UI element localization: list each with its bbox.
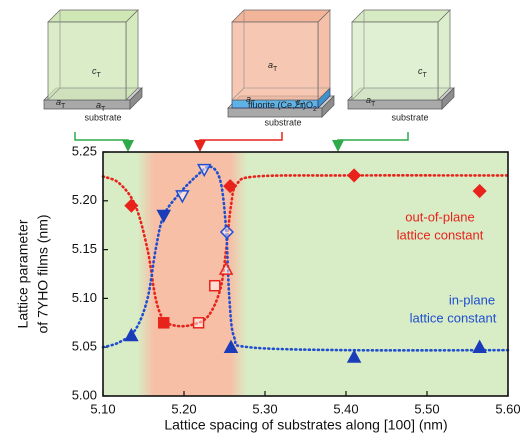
x-tick-label: 5.40 — [333, 401, 358, 416]
schematic-label-sub: T — [101, 106, 106, 113]
schematic-label: aT — [96, 100, 106, 113]
schematic-label-main: a — [96, 100, 101, 110]
schematic-label-main: c — [418, 66, 423, 76]
substrate-side — [441, 87, 455, 110]
schematic-label: aT — [246, 94, 256, 107]
x-tick-label: 5.10 — [90, 401, 115, 416]
schematic-label: cT — [296, 97, 306, 110]
marker — [158, 317, 170, 329]
marker — [223, 179, 238, 194]
marker — [223, 339, 239, 353]
schematic-label-main: c — [296, 97, 301, 107]
y-axis-label: Lattice parameter — [15, 219, 31, 328]
x-tick-label: 5.20 — [171, 401, 196, 416]
marker — [192, 317, 205, 329]
x-tick-label: 5.30 — [252, 401, 277, 416]
schematic-label-sub: T — [61, 103, 66, 110]
marker — [124, 327, 139, 342]
marker — [346, 349, 362, 363]
marker — [218, 261, 234, 275]
schematic-label-sub: T — [273, 66, 278, 73]
y-tick-label: 5.20 — [72, 192, 97, 207]
annotation: out-of-plane — [405, 209, 474, 224]
marker — [219, 224, 234, 240]
schematic-label: aT — [366, 95, 376, 108]
film-front — [351, 21, 439, 101]
y-tick-label: 5.25 — [72, 143, 97, 158]
film-top — [231, 9, 331, 23]
substrate-front — [347, 99, 443, 110]
annotation: lattice constant — [410, 310, 497, 325]
film-edge — [231, 10, 330, 101]
film-front — [47, 21, 127, 101]
plot: 5.10 5.20 5.30 5.40 5.50 5.60 5.00 5.05 5.10 5.15… — [72, 143, 520, 416]
substrate-label: substrate — [391, 112, 428, 122]
schematic-label-main: a — [246, 94, 251, 104]
buffer-label: fluorite (Ce,Zr)O2 — [248, 100, 317, 113]
marker — [124, 198, 139, 213]
schematic-label-sub: T — [97, 72, 102, 79]
schematic-label-main: a — [56, 97, 61, 107]
schematic-label-sub: T — [301, 103, 306, 110]
marker — [347, 168, 362, 183]
y-axis-label: of 7YHO films (nm) — [35, 214, 51, 333]
film-edge — [47, 10, 138, 101]
schematic-label: aT — [268, 60, 278, 73]
schematic-label: aT — [56, 97, 66, 110]
substrate-label: substrate — [84, 112, 121, 122]
film-side — [125, 9, 139, 101]
arrow — [194, 132, 283, 152]
substrate-side — [129, 87, 143, 110]
y-tick-label: 5.05 — [72, 339, 97, 354]
schematic-label-sub: T — [423, 72, 428, 79]
schematic-label-sub: T — [371, 101, 376, 108]
marker — [196, 163, 212, 178]
film-side — [437, 9, 451, 101]
marker — [209, 279, 221, 292]
film-top — [351, 9, 451, 23]
substrate-side — [321, 95, 335, 118]
substrate-label: substrate — [264, 117, 301, 127]
schematic-label-main: c — [92, 66, 97, 76]
y-tick-label: 5.15 — [72, 241, 97, 256]
schematic-label-main: a — [268, 60, 273, 70]
film-top — [47, 9, 139, 23]
arrow — [74, 132, 134, 152]
marker — [472, 339, 487, 353]
x-axis-label: Lattice spacing of substrates along [100… — [164, 417, 447, 433]
film-side — [317, 9, 331, 101]
plot-frame — [102, 151, 509, 397]
schematic-label-sub: T — [251, 100, 256, 107]
marker — [175, 190, 190, 204]
schematic-label-main: a — [366, 95, 371, 105]
buffer-label-main: fluorite (Ce,Zr)O — [248, 100, 313, 110]
y-tick-label: 5.10 — [72, 290, 97, 305]
arrow — [332, 132, 409, 152]
y-tick-label: 5.00 — [72, 387, 97, 402]
buffer-label-sub: 2 — [313, 106, 317, 113]
marker — [472, 183, 487, 199]
x-tick-label: 5.60 — [495, 401, 520, 416]
x-tick-label: 5.50 — [414, 401, 439, 416]
schematic-label: cT — [418, 66, 428, 79]
marker — [156, 209, 172, 224]
annotation: in-plane — [449, 292, 495, 307]
schematic-label: cT — [92, 66, 102, 79]
annotation: lattice constant — [397, 227, 484, 242]
fit-curve — [101, 174, 510, 328]
film-front — [231, 21, 319, 101]
film-edge — [351, 10, 450, 101]
